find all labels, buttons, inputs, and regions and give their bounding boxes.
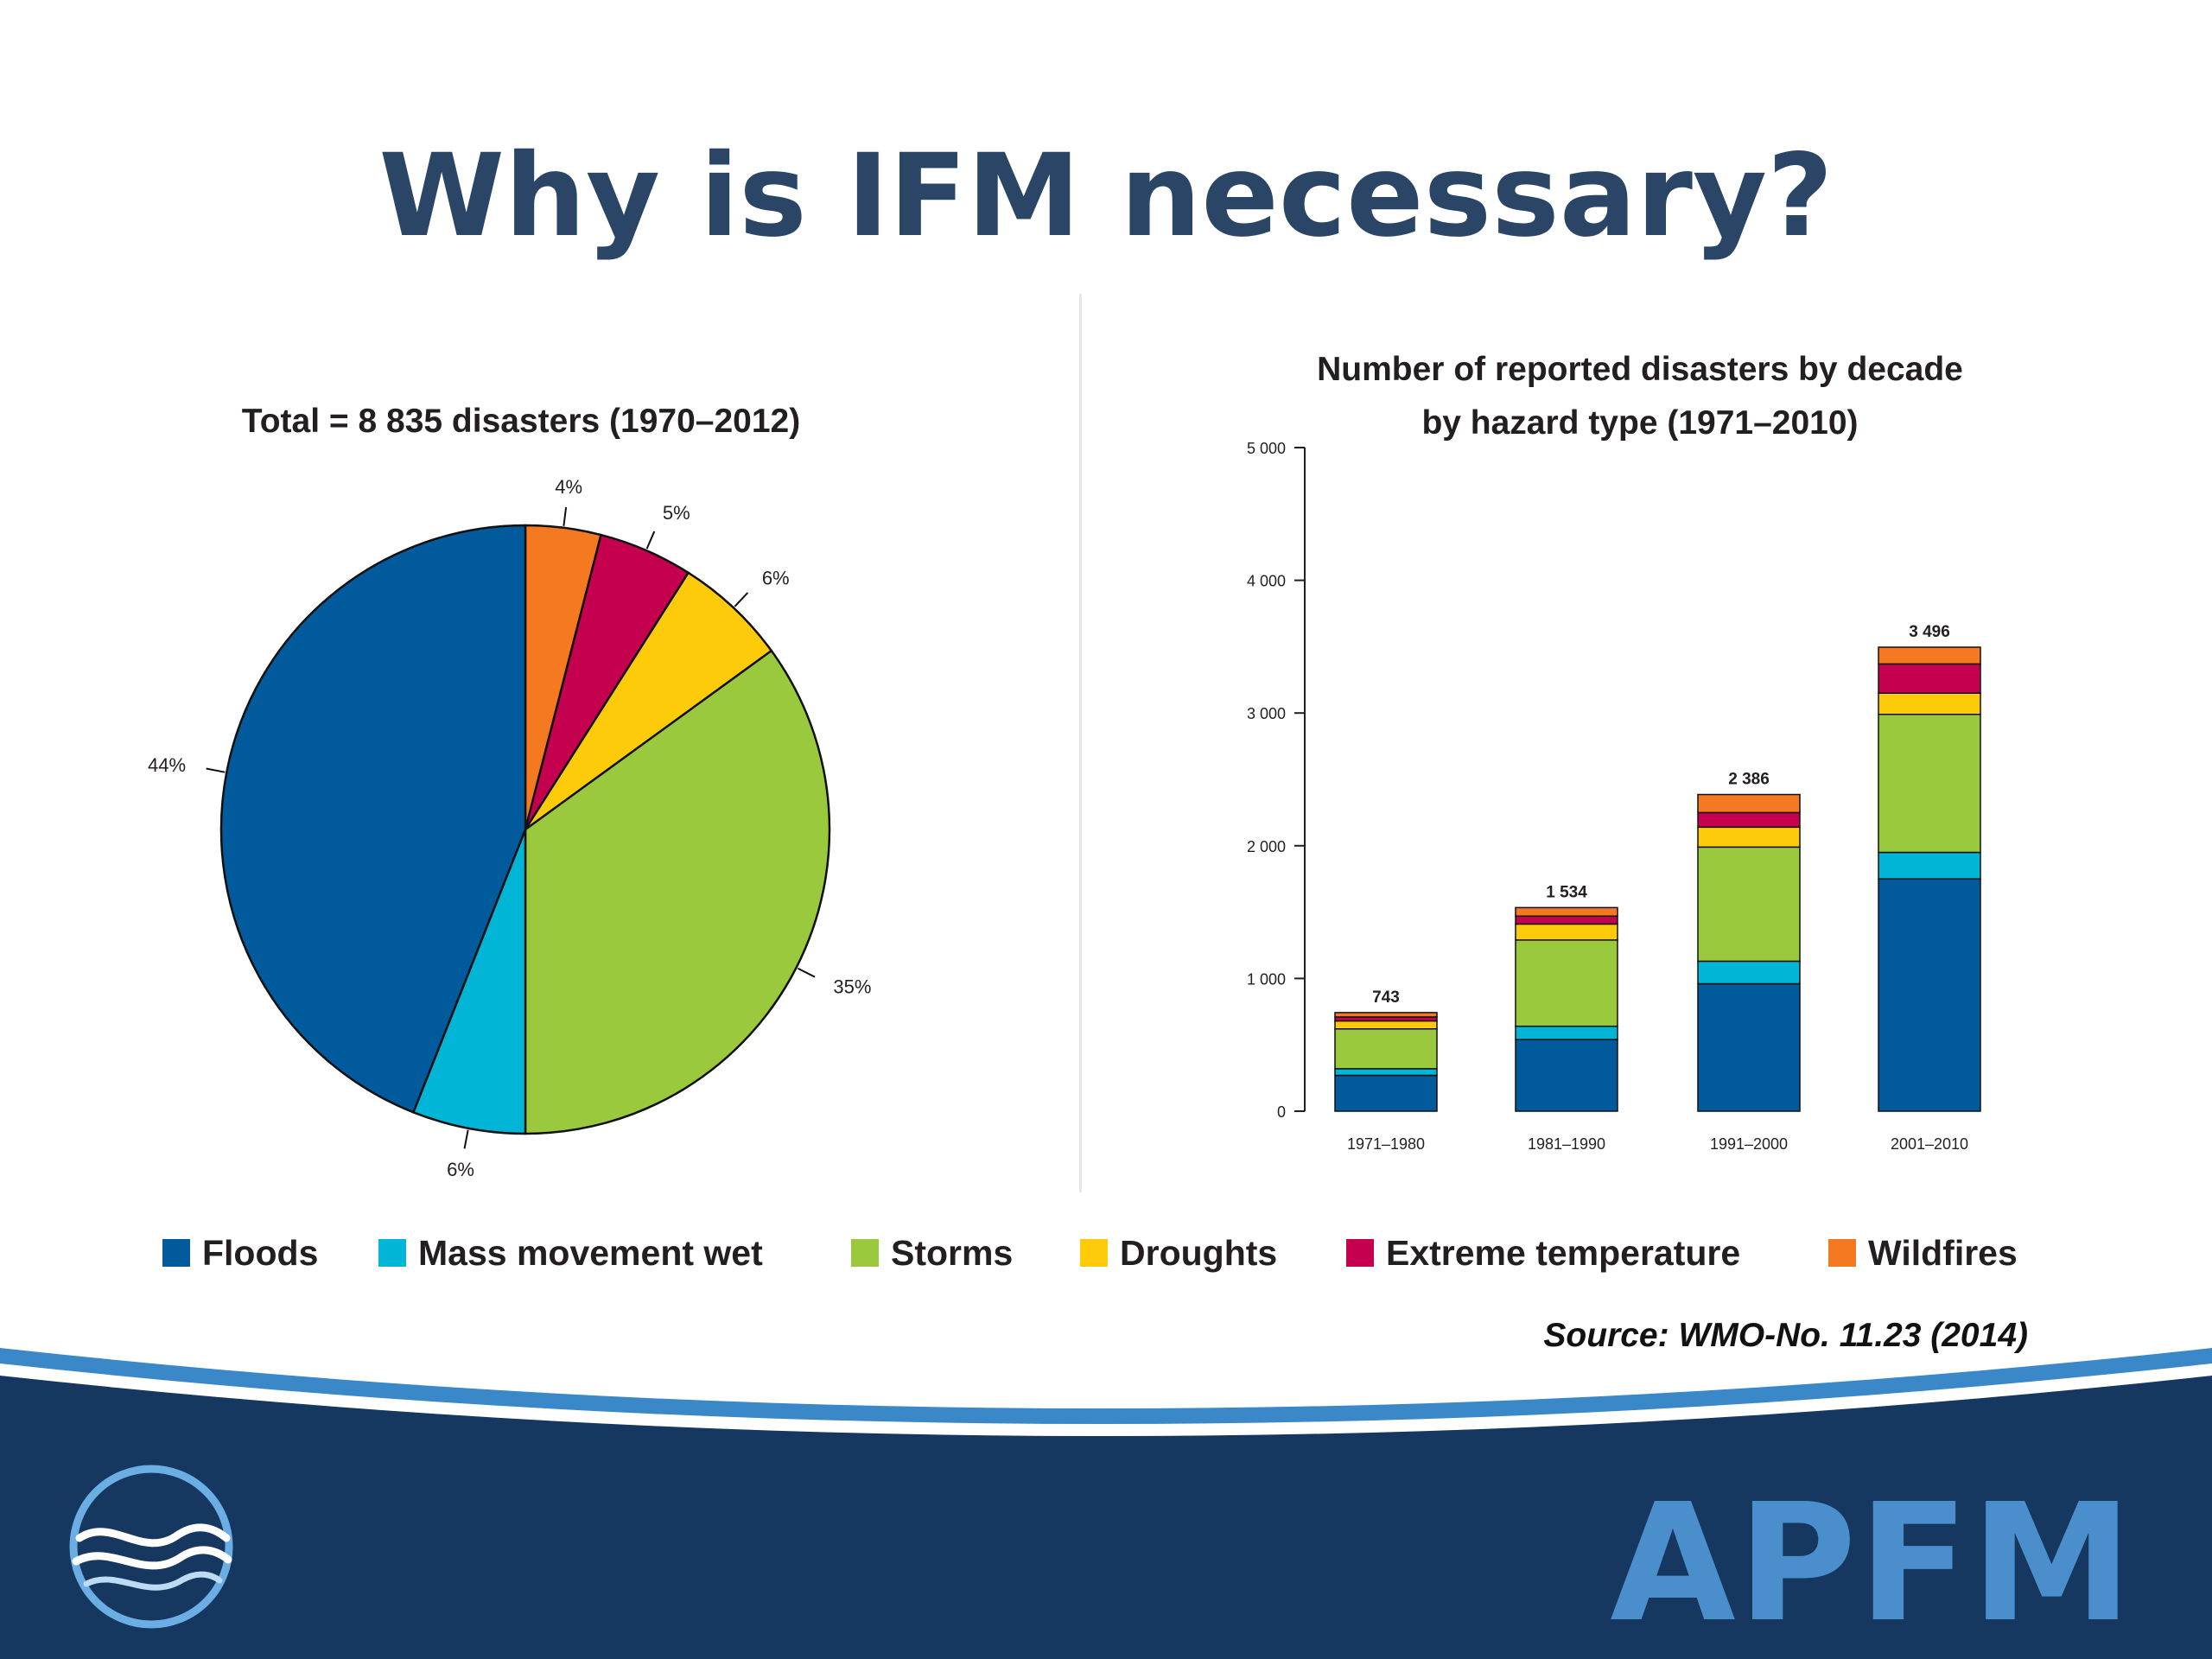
bar-segment-wildfires bbox=[1334, 1012, 1438, 1018]
pie-leader-floods bbox=[206, 767, 226, 773]
bar-total-label: 1 534 bbox=[1546, 883, 1587, 901]
bar-segment-mass-movement-wet bbox=[1334, 1068, 1438, 1077]
x-tick-label: 1981–1990 bbox=[1528, 1135, 1605, 1153]
bar-segment-extreme-temperature bbox=[1697, 811, 1801, 829]
legend-label-storms: Storms bbox=[891, 1232, 1014, 1273]
legend-swatch-mass-movement-wet bbox=[378, 1239, 406, 1267]
pie-leader-droughts bbox=[734, 592, 749, 607]
bar-total-label: 743 bbox=[1372, 988, 1400, 1007]
legend-swatch-droughts bbox=[1080, 1239, 1108, 1267]
pie-slice-storms bbox=[524, 649, 831, 1135]
pie-labels: 4% 5% 6% 35% 6% 44% bbox=[148, 476, 871, 1180]
legend-item-storms: Storms bbox=[851, 1227, 1013, 1279]
bar-segment-wildfires bbox=[1515, 906, 1618, 917]
bar-chart-title-line-1: Number of reported disasters by decade bbox=[1317, 351, 1963, 388]
legend-item-floods: Floods bbox=[162, 1227, 318, 1279]
bar-labels: 743 1971–1980 1 534 1981–1990 2 386 1991–2000… bbox=[1347, 623, 1968, 1153]
pie-label-mass-movement-wet: 6% bbox=[447, 1159, 474, 1180]
legend-label-floods: Floods bbox=[202, 1232, 319, 1273]
legend-item-wildfires: Wildfires bbox=[1828, 1227, 2018, 1279]
bar-segment-droughts bbox=[1878, 692, 1981, 715]
pie-label-floods: 44% bbox=[148, 754, 186, 776]
bar-segment-floods bbox=[1697, 982, 1801, 1112]
legend-swatch-floods bbox=[162, 1239, 190, 1267]
bar-segment-floods bbox=[1515, 1039, 1618, 1112]
bar-segment-extreme-temperature bbox=[1878, 663, 1981, 694]
source-note: Source: WMO-No. 11.23 (2014) bbox=[1543, 1317, 2028, 1354]
pie-slices bbox=[219, 524, 831, 1135]
x-tick-label: 2001–2010 bbox=[1891, 1135, 1968, 1153]
pie-label-storms: 35% bbox=[833, 976, 871, 998]
bar-segment-storms bbox=[1697, 846, 1801, 963]
y-axis: 0 1 000 2 000 3 000 4 000 5 000 bbox=[1247, 440, 1306, 1121]
bar-stacks bbox=[1334, 646, 1981, 1112]
legend-item-mass-movement-wet: Mass movement wet bbox=[378, 1227, 763, 1279]
pie-label-extreme-temperature: 5% bbox=[663, 502, 690, 524]
legend-item-droughts: Droughts bbox=[1080, 1227, 1277, 1279]
bar-segment-mass-movement-wet bbox=[1878, 851, 1981, 880]
pie-leader-extreme-temperature bbox=[645, 531, 656, 550]
slide-title: Why is IFM necessary? bbox=[378, 130, 1834, 263]
bar-segment-droughts bbox=[1515, 923, 1618, 941]
bar-segment-storms bbox=[1878, 713, 1981, 854]
pie-chart: Total = 8 835 disasters (1970–2012) 4% 5%… bbox=[148, 403, 871, 1180]
y-tick-label: 4 000 bbox=[1247, 573, 1286, 590]
bar-segment-storms bbox=[1334, 1028, 1438, 1070]
bar-segment-wildfires bbox=[1697, 793, 1801, 814]
pie-leader-mass-movement-wet bbox=[463, 1129, 469, 1149]
bar-total-label: 2 386 bbox=[1728, 771, 1770, 789]
y-tick-label: 2 000 bbox=[1247, 838, 1286, 855]
legend: Floods Mass movement wet Storms Droughts… bbox=[162, 1227, 2150, 1279]
legend-label-droughts: Droughts bbox=[1120, 1232, 1278, 1273]
panel-divider bbox=[1079, 294, 1082, 1192]
bar-segment-wildfires bbox=[1878, 646, 1981, 665]
legend-item-extreme-temperature: Extreme temperature bbox=[1346, 1227, 1740, 1279]
bar-chart-title-line-2: by hazard type (1971–2010) bbox=[1421, 404, 1858, 442]
x-tick-label: 1971–1980 bbox=[1347, 1135, 1425, 1153]
bar-segment-mass-movement-wet bbox=[1697, 960, 1801, 985]
pie-slice-floods bbox=[219, 524, 527, 1114]
pie-leader-wildfires bbox=[563, 506, 568, 526]
footer-band bbox=[0, 1348, 2212, 1659]
legend-label-extreme-temperature: Extreme temperature bbox=[1386, 1232, 1741, 1273]
bar-segment-extreme-temperature bbox=[1515, 915, 1618, 925]
legend-swatch-storms bbox=[851, 1239, 879, 1267]
pie-label-droughts: 6% bbox=[762, 567, 790, 588]
legend-label-mass-movement-wet: Mass movement wet bbox=[418, 1232, 763, 1273]
bar-segment-floods bbox=[1878, 878, 1981, 1112]
legend-swatch-extreme-temperature bbox=[1346, 1239, 1374, 1267]
bar-segment-droughts bbox=[1697, 826, 1801, 849]
y-tick-label: 3 000 bbox=[1247, 705, 1286, 722]
logo-text: APFM bbox=[1610, 1469, 2134, 1658]
x-tick-label: 1991–2000 bbox=[1710, 1135, 1788, 1153]
y-tick-label: 0 bbox=[1277, 1103, 1286, 1121]
pie-chart-title: Total = 8 835 disasters (1970–2012) bbox=[242, 403, 800, 440]
pie-leader-storms bbox=[797, 967, 816, 978]
y-tick-label: 5 000 bbox=[1247, 440, 1286, 457]
legend-swatch-wildfires bbox=[1828, 1239, 1856, 1267]
logo-icon bbox=[69, 1465, 233, 1629]
bar-segment-storms bbox=[1515, 939, 1618, 1027]
pie-slice-droughts bbox=[524, 571, 773, 831]
bar-total-label: 3 496 bbox=[1909, 623, 1950, 641]
bar-segment-mass-movement-wet bbox=[1515, 1025, 1618, 1040]
pie-label-wildfires: 4% bbox=[555, 476, 582, 498]
pie-slice-mass-movement-wet bbox=[411, 829, 527, 1135]
bar-chart: Number of reported disasters by decade b… bbox=[1247, 351, 1981, 1153]
bar-segment-droughts bbox=[1334, 1020, 1438, 1030]
y-tick-label: 1 000 bbox=[1247, 970, 1286, 988]
bar-segment-floods bbox=[1334, 1074, 1438, 1112]
footer-dark-panel bbox=[0, 1376, 2212, 1659]
legend-label-wildfires: Wildfires bbox=[1868, 1232, 2018, 1273]
